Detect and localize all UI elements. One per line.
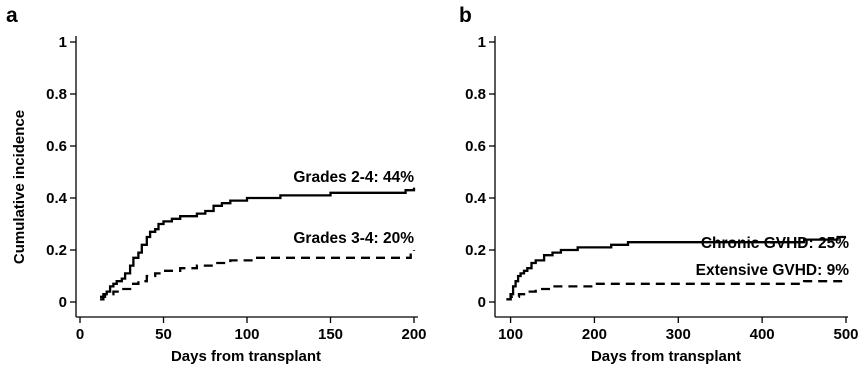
curves-b (506, 235, 846, 301)
series-label-grades-2-4: Grades 2-4: 44% (293, 169, 414, 186)
series-label-chronic-gvhd: Chronic GVHD: 25% (701, 235, 849, 252)
panel-label-a: a (6, 4, 18, 27)
panel-label-b: b (459, 4, 472, 27)
y-tick-label-0: 0 (59, 294, 67, 311)
y-tick-label-0-4: 0.4 (46, 190, 68, 207)
x-tick-label-0: 0 (76, 326, 84, 343)
x-tick-label-100: 100 (498, 326, 523, 343)
y-tick-label-0-4: 0.4 (465, 190, 487, 207)
y-tick-label-0-6: 0.6 (465, 138, 486, 155)
y-tick-label-0-2: 0.2 (465, 242, 486, 259)
panel-b: b Days from transplant 0 0.2 0.4 0.6 0.8 1 10… (459, 4, 859, 365)
panel-a: a Cumulative incidence Days from transpl… (6, 4, 427, 365)
y-ticks-b: 0 0.2 0.4 0.6 0.8 1 (465, 34, 495, 311)
x-ticks-a: 0 50 100 150 200 (76, 317, 427, 343)
series-label-grades-3-4: Grades 3-4: 20% (293, 230, 414, 247)
curves-a (100, 187, 416, 301)
x-tick-label-200: 200 (401, 326, 426, 343)
y-tick-label-1: 1 (59, 34, 67, 51)
x-tick-label-150: 150 (318, 326, 343, 343)
x-tick-label-200: 200 (582, 326, 607, 343)
x-tick-label-500: 500 (833, 326, 858, 343)
x-tick-label-400: 400 (750, 326, 775, 343)
x-ticks-b: 100 200 300 400 500 (498, 317, 859, 343)
x-axis-title-b: Days from transplant (591, 348, 741, 365)
series-label-extensive-gvhd: Extensive GVHD: 9% (696, 262, 850, 279)
x-axis-title-a: Days from transplant (171, 348, 321, 365)
y-tick-label-0-6: 0.6 (46, 138, 67, 155)
curve-extensive-gvhd-9 (506, 280, 846, 301)
y-tick-label-0-2: 0.2 (46, 242, 67, 259)
x-tick-label-100: 100 (234, 326, 259, 343)
y-axis-title-a: Cumulative incidence (11, 110, 28, 264)
x-tick-label-300: 300 (666, 326, 691, 343)
y-tick-label-1: 1 (478, 34, 486, 51)
y-tick-label-0-8: 0.8 (465, 86, 486, 103)
y-tick-label-0-8: 0.8 (46, 86, 67, 103)
curve-grades-3-4-20 (100, 250, 416, 298)
y-ticks-a: 0 0.2 0.4 0.6 0.8 1 (46, 34, 76, 311)
y-tick-label-0: 0 (478, 294, 486, 311)
curve-grades-2-4-44 (100, 187, 416, 301)
x-tick-label-50: 50 (155, 326, 172, 343)
curve-chronic-gvhd-25 (506, 235, 846, 301)
